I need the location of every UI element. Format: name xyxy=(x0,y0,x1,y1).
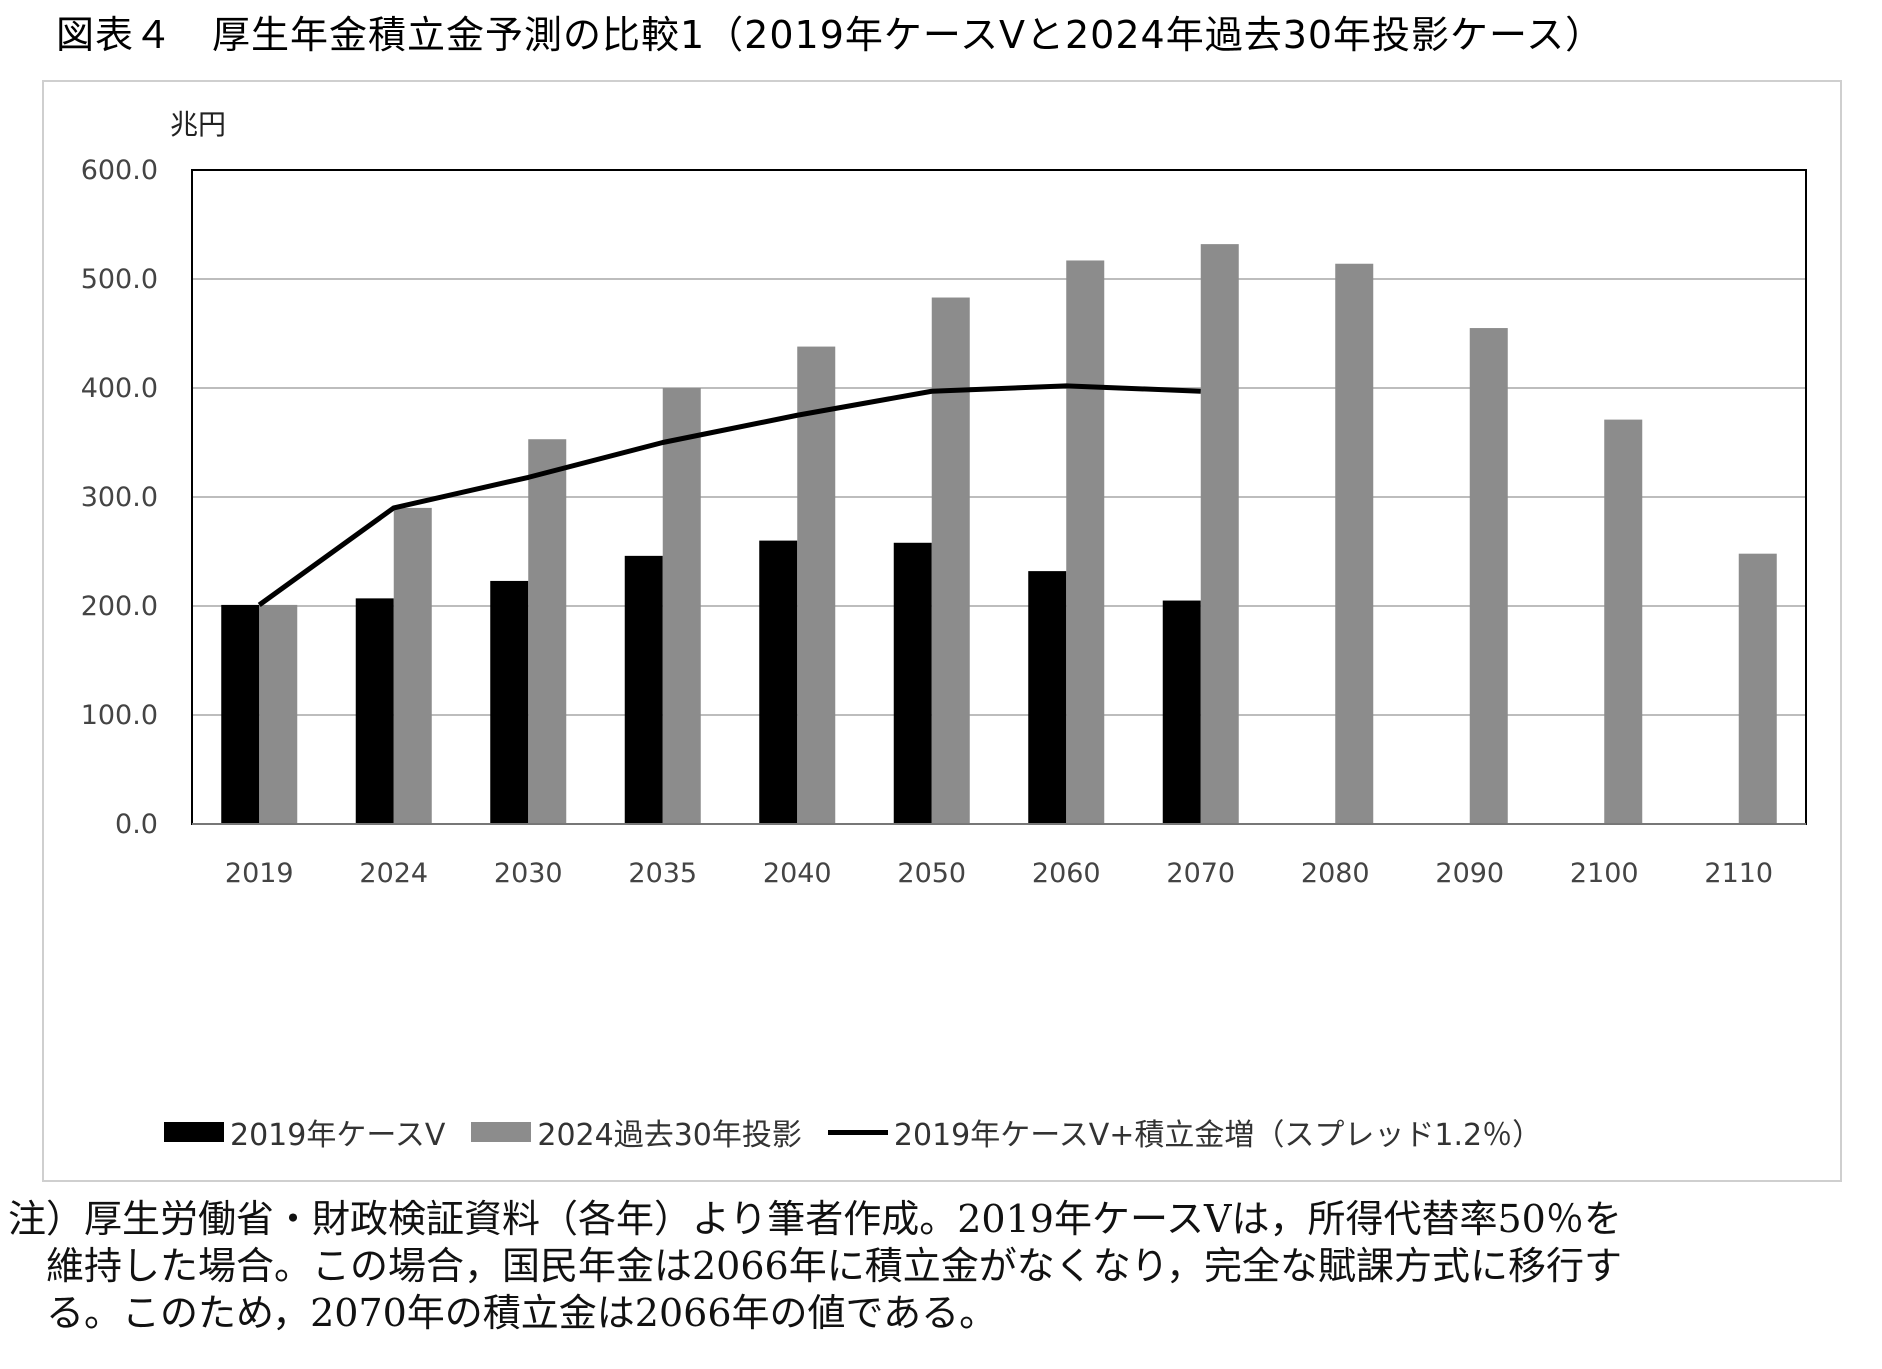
bar-2024-projection xyxy=(1335,263,1374,824)
x-tick-label: 2024 xyxy=(359,858,428,889)
x-tick-label: 2050 xyxy=(897,858,966,889)
bar-2024-projection xyxy=(1604,419,1643,824)
bar-2019-case-v xyxy=(759,540,798,824)
bar-2019-case-v xyxy=(624,555,663,824)
y-tick-label: 500.0 xyxy=(81,264,158,295)
legend-item-series-1: 2019年ケースⅤ xyxy=(164,1110,445,1154)
x-tick-label: 2100 xyxy=(1570,858,1639,889)
y-tick-label: 600.0 xyxy=(81,155,158,186)
y-tick-label: 0.0 xyxy=(115,809,158,840)
legend-label: 2019年ケースⅤ+積立金増（スプレッド1.2％） xyxy=(893,1118,1543,1153)
bar-2019-case-v xyxy=(355,598,394,824)
bar-2024-projection xyxy=(259,604,298,824)
y-tick-label: 300.0 xyxy=(81,482,158,513)
bar-2019-case-v xyxy=(1028,571,1067,824)
axes: 0.0 100.0 200.0 300.0 400.0 500.0 600.0 2019 202… xyxy=(81,155,1807,889)
bar-2019-case-v xyxy=(893,542,932,824)
legend-item-series-3: 2019年ケースⅤ+積立金増（スプレッド1.2％） xyxy=(827,1110,1543,1154)
x-tick-label: 2030 xyxy=(494,858,563,889)
gridlines xyxy=(192,278,1806,716)
bar-2024-projection xyxy=(1066,260,1105,825)
x-tick-label: 2060 xyxy=(1032,858,1101,889)
bar-2024-projection xyxy=(1469,328,1508,824)
x-tick-label: 2019 xyxy=(225,858,294,889)
bar-2019-case-v xyxy=(490,580,529,824)
x-tick-label: 2040 xyxy=(763,858,832,889)
bar-2019-case-v xyxy=(1162,600,1201,824)
y-axis-unit-label: 兆円 xyxy=(170,108,226,141)
y-tick-label: 200.0 xyxy=(81,591,158,622)
y-tick-label: 400.0 xyxy=(81,373,158,404)
x-tick-label: 2070 xyxy=(1166,858,1235,889)
footnote: 注）厚生労働省・財政検証資料（各年）より筆者作成。2019年ケースⅤは，所得代替… xyxy=(8,1196,1878,1337)
bar-2024-projection xyxy=(1200,244,1239,824)
bar-2024-projection xyxy=(797,346,836,824)
bars xyxy=(221,244,1777,825)
x-tick-label: 2090 xyxy=(1435,858,1504,889)
footnote-line: る。このため，2070年の積立金は2066年の値である。 xyxy=(46,1291,998,1335)
bar-2024-projection xyxy=(662,388,701,824)
footnote-line: 維持した場合。この場合，国民年金は2066年に積立金がなくなり，完全な賦課方式に… xyxy=(46,1244,1623,1288)
line-2019-case-v-plus-reserve xyxy=(257,383,1201,607)
chart-svg: 0.0 100.0 200.0 300.0 400.0 500.0 600.0 2019 202… xyxy=(81,108,1807,889)
x-tick-label: 2035 xyxy=(628,858,697,889)
y-tick-label: 100.0 xyxy=(81,700,158,731)
legend-label: 2024過去30年投影 xyxy=(537,1118,802,1153)
bar-2019-case-v xyxy=(221,604,260,824)
bar-2024-projection xyxy=(931,297,970,824)
legend-label: 2019年ケースⅤ xyxy=(230,1118,446,1153)
x-tick-label: 2080 xyxy=(1301,858,1370,889)
bar-2024-projection xyxy=(1738,553,1777,824)
bar-2024-projection xyxy=(393,507,432,824)
legend: 2019年ケースⅤ 2024過去30年投影 2019年ケースⅤ+積立金増（スプレ… xyxy=(164,1110,1542,1154)
line-series xyxy=(257,383,1201,607)
figure-title: 図表４ 厚生年金積立金予測の比較1（2019年ケースⅤと2024年過去30年投影… xyxy=(56,13,1605,57)
legend-line-swatch xyxy=(827,1129,888,1135)
bar-2024-projection xyxy=(528,439,567,824)
footnote-line: 注）厚生労働省・財政検証資料（各年）より筆者作成。2019年ケースⅤは，所得代替… xyxy=(8,1197,1622,1241)
x-tick-label: 2110 xyxy=(1704,858,1773,889)
legend-swatch-black xyxy=(164,1122,224,1142)
legend-item-series-2: 2024過去30年投影 xyxy=(471,1110,802,1154)
legend-swatch-gray xyxy=(471,1122,532,1142)
chart-frame: 0.0 100.0 200.0 300.0 400.0 500.0 600.0 2019 202… xyxy=(42,80,1842,1182)
